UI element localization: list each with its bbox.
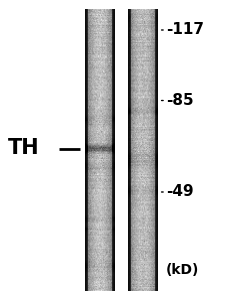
Text: -117: -117 <box>165 22 203 38</box>
Text: (kD): (kD) <box>165 263 198 277</box>
Text: TH: TH <box>8 139 39 158</box>
Text: -49: -49 <box>165 184 193 200</box>
Text: -85: -85 <box>165 93 193 108</box>
